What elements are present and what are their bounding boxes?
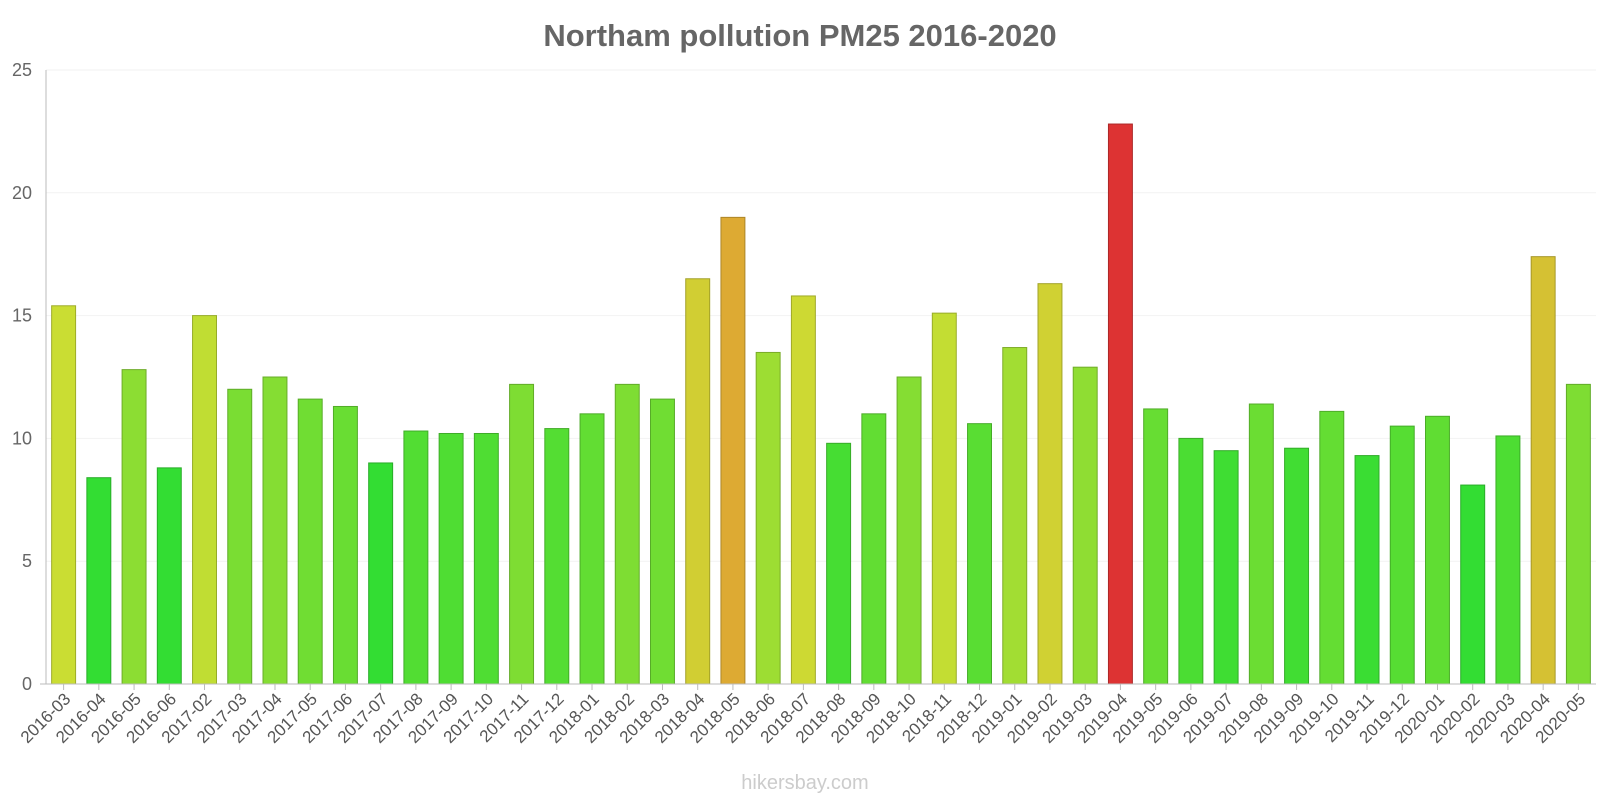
bar-2019-09[interactable] [1284,447,1310,685]
bar-2017-04[interactable] [262,376,288,685]
bar-2018-02[interactable] [614,383,640,685]
bar-2017-05[interactable] [297,398,323,685]
chart-title: Northam pollution PM25 2016-2020 [543,18,1056,53]
bar-2019-10[interactable] [1319,410,1345,685]
bar-2017-10[interactable] [473,432,499,685]
bar-2018-06[interactable] [755,351,781,685]
bar-2016-03[interactable] [51,305,77,685]
bar-2018-03[interactable] [650,398,675,685]
bar-2017-07[interactable] [368,462,394,685]
bar-2019-06[interactable] [1178,437,1204,685]
y-tick-label: 25 [12,60,32,80]
bar-2019-05[interactable] [1143,408,1169,685]
bar-2020-02[interactable] [1460,484,1486,685]
bar-2020-05[interactable] [1565,383,1591,685]
bar-2018-12[interactable] [967,423,992,685]
bar-2017-12[interactable] [544,428,570,685]
y-tick-label: 10 [12,428,32,448]
bar-2018-05[interactable] [720,216,746,685]
bar-2020-03[interactable] [1495,435,1521,685]
bar-2017-03[interactable] [227,388,253,685]
y-tick-label: 0 [22,674,32,694]
bar-2016-04[interactable] [86,477,112,685]
bar-2019-12[interactable] [1389,425,1415,685]
bar-2019-03[interactable] [1072,366,1098,685]
bar-2018-07[interactable] [790,295,816,685]
bar-2017-09[interactable] [438,432,464,685]
bar-2019-08[interactable] [1248,403,1274,685]
y-tick-label: 5 [22,551,32,571]
bar-2019-04[interactable] [1107,123,1133,685]
bar-2018-08[interactable] [826,442,852,685]
axes-group [40,70,1596,685]
bar-2016-06[interactable] [156,467,182,685]
bar-2019-07[interactable] [1213,450,1239,685]
y-axis-ticks: 0 5 10 15 20 25 [12,60,32,694]
bars-group [51,123,1591,685]
bar-2018-01[interactable] [579,413,605,685]
bar-2019-02[interactable] [1037,283,1063,685]
y-tick-label: 20 [12,183,32,203]
bar-2019-01[interactable] [1002,347,1028,685]
bar-2018-10[interactable] [896,376,922,685]
bar-2018-11[interactable] [931,312,957,685]
bar-2018-09[interactable] [861,413,887,685]
bar-2017-06[interactable] [332,405,358,685]
bar-2017-11[interactable] [509,383,535,685]
bar-2020-01[interactable] [1425,415,1450,685]
bar-2017-08[interactable] [403,430,429,685]
bar-2020-04[interactable] [1530,256,1556,685]
bar-2016-05[interactable] [121,369,147,685]
x-axis-ticks: 2016-032016-042016-052016-062017-022017-… [17,684,1589,747]
bar-2019-11[interactable] [1354,455,1380,685]
watermark-text: hikersbay.com [741,772,868,794]
bar-2018-04[interactable] [685,278,711,685]
bar-2017-02[interactable] [192,315,218,685]
y-tick-label: 15 [12,306,32,326]
